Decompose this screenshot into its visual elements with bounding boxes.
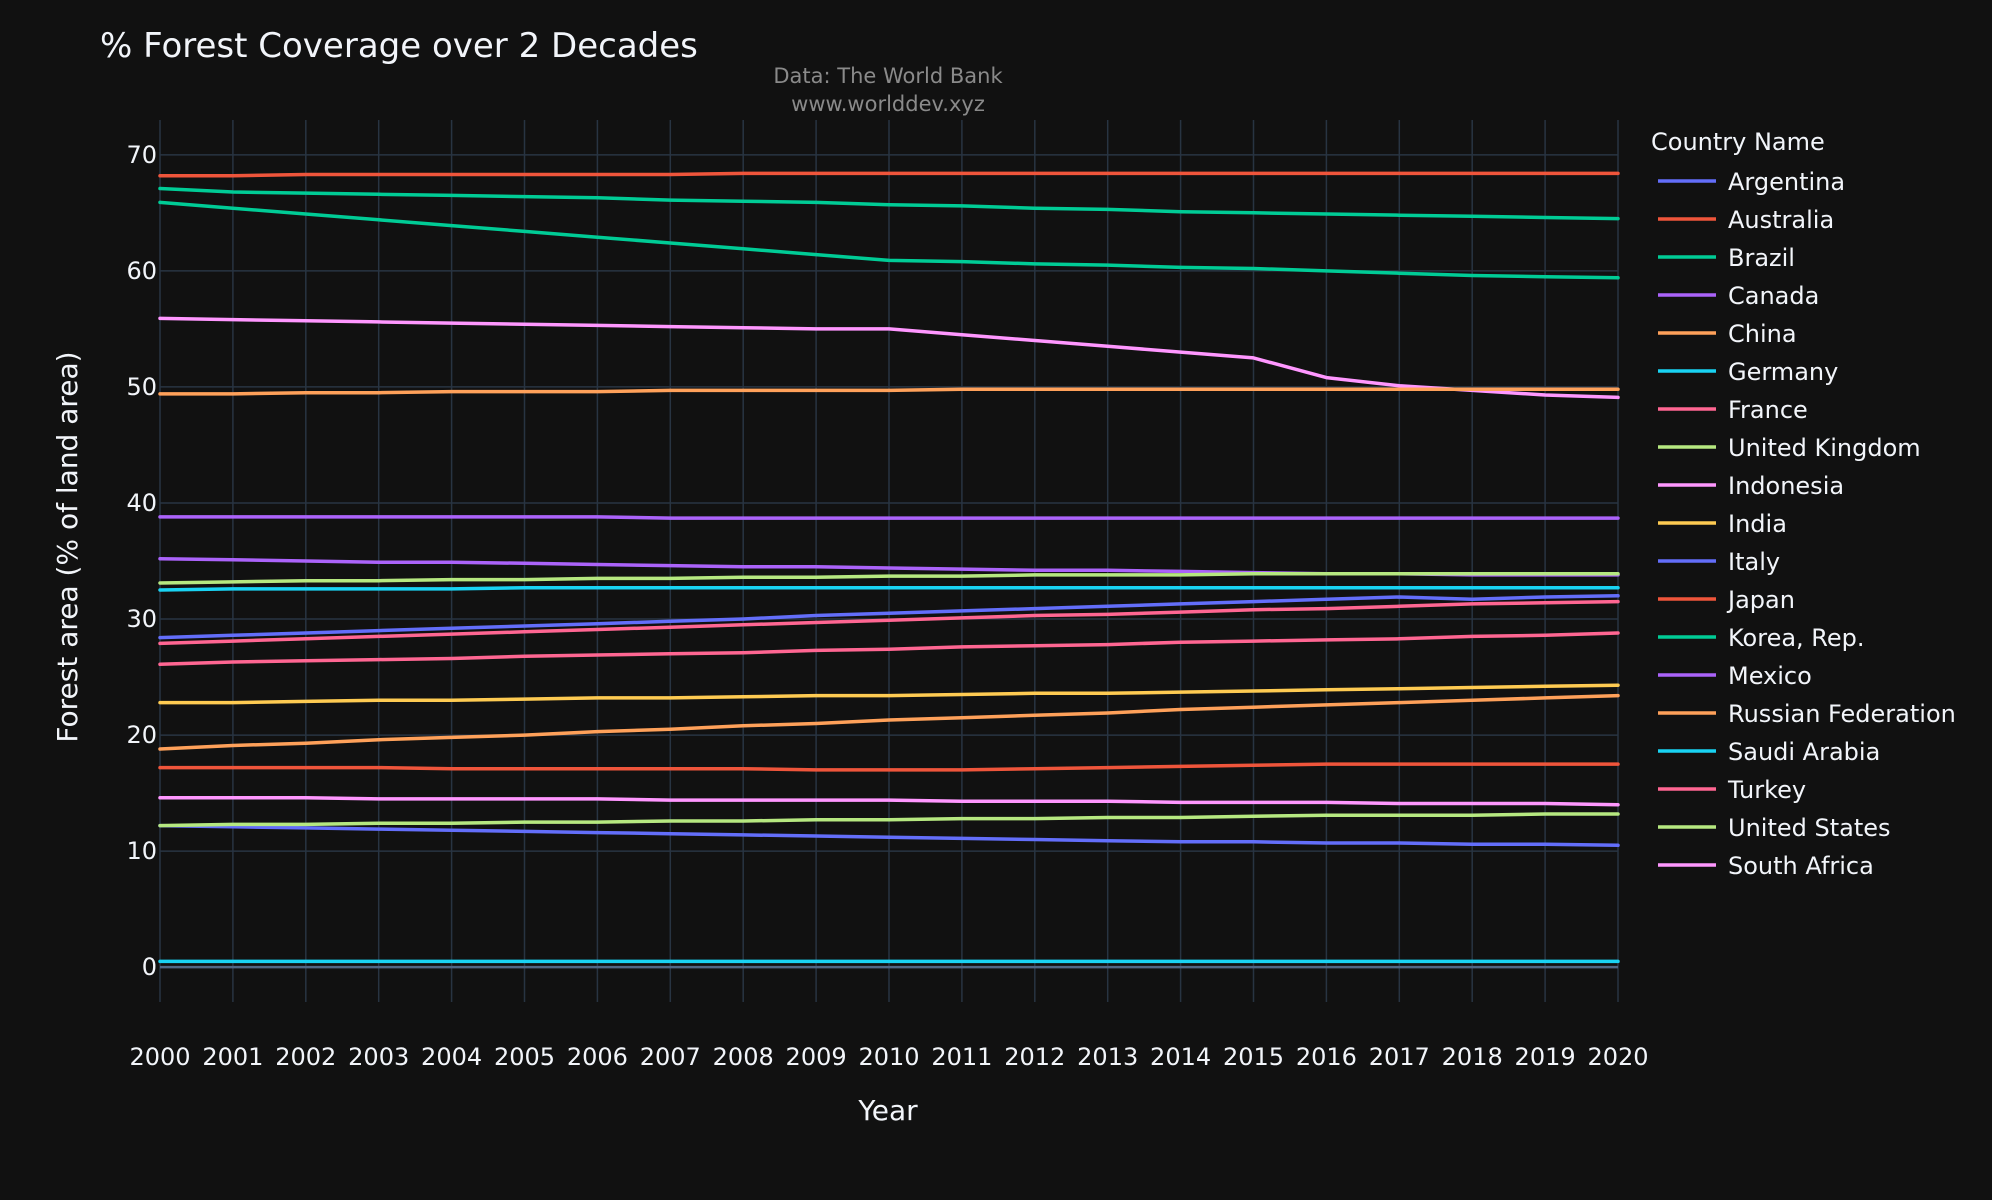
legend-label: Germany xyxy=(1728,358,1838,386)
x-tick-label: 2014 xyxy=(1150,1043,1211,1071)
legend-item[interactable]: Canada xyxy=(1658,282,1819,310)
legend-label: Turkey xyxy=(1727,776,1806,804)
x-tick-label: 2018 xyxy=(1442,1043,1503,1071)
x-tick-label: 2006 xyxy=(567,1043,628,1071)
source-annotation-line-1: Data: The World Bank xyxy=(773,64,1003,88)
x-tick-label: 2009 xyxy=(786,1043,847,1071)
legend-item[interactable]: Korea, Rep. xyxy=(1658,624,1865,652)
series-line xyxy=(158,186,1620,221)
series-line xyxy=(158,594,1620,640)
legend-item[interactable]: Brazil xyxy=(1658,244,1795,272)
x-tick-label: 2011 xyxy=(931,1043,992,1071)
series-line xyxy=(158,599,1620,646)
grid xyxy=(159,120,1619,1002)
series-line xyxy=(158,762,1620,772)
y-tick-label: 10 xyxy=(126,837,157,865)
x-tick-label: 2001 xyxy=(202,1043,263,1071)
series-line xyxy=(158,795,1620,807)
legend-item[interactable]: France xyxy=(1658,396,1808,424)
y-tick-label: 50 xyxy=(126,373,157,401)
legend-label: Italy xyxy=(1728,548,1780,576)
legend[interactable]: Argentina Australia Brazil Canada China Germa… xyxy=(1658,168,1956,880)
x-tick-label: 2007 xyxy=(640,1043,701,1071)
x-tick-label: 2019 xyxy=(1515,1043,1576,1071)
legend-item[interactable]: Germany xyxy=(1658,358,1838,386)
legend-title: Country Name xyxy=(1651,128,1825,156)
series-line xyxy=(158,585,1620,592)
legend-item[interactable]: China xyxy=(1658,320,1797,348)
series-line xyxy=(158,823,1620,848)
legend-item[interactable]: India xyxy=(1658,510,1787,538)
legend-label: Canada xyxy=(1728,282,1819,310)
series-line xyxy=(158,572,1620,585)
legend-label: South Africa xyxy=(1728,852,1874,880)
series-lines xyxy=(158,171,1620,964)
x-tick-label: 2017 xyxy=(1369,1043,1430,1071)
y-tick-label: 70 xyxy=(126,141,157,169)
legend-label: Japan xyxy=(1726,586,1795,614)
series-line xyxy=(158,171,1620,178)
legend-item[interactable]: United States xyxy=(1658,814,1891,842)
y-tick-label: 0 xyxy=(142,953,157,981)
series-line xyxy=(158,693,1620,751)
y-tick-label: 20 xyxy=(126,721,157,749)
legend-label: Saudi Arabia xyxy=(1728,738,1880,766)
legend-label: India xyxy=(1728,510,1787,538)
x-tick-label: 2016 xyxy=(1296,1043,1357,1071)
legend-item[interactable]: Turkey xyxy=(1658,776,1806,804)
x-tick-label: 2002 xyxy=(275,1043,336,1071)
x-axis-label: Year xyxy=(857,1094,918,1127)
x-tick-label: 2015 xyxy=(1223,1043,1284,1071)
legend-item[interactable]: Australia xyxy=(1658,206,1834,234)
source-annotation-line-2: www.worlddev.xyz xyxy=(791,92,985,116)
legend-label: United Kingdom xyxy=(1728,434,1921,462)
x-tick-label: 2013 xyxy=(1077,1043,1138,1071)
legend-label: Argentina xyxy=(1728,168,1845,196)
legend-item[interactable]: Japan xyxy=(1658,586,1795,614)
y-tick-label: 40 xyxy=(126,489,157,517)
legend-label: Brazil xyxy=(1728,244,1795,272)
x-tick-label: 2003 xyxy=(348,1043,409,1071)
x-tick-label: 2000 xyxy=(129,1043,190,1071)
legend-item[interactable]: Argentina xyxy=(1658,168,1845,196)
series-line xyxy=(158,683,1620,705)
series-line xyxy=(158,316,1620,400)
legend-label: China xyxy=(1728,320,1797,348)
legend-label: United States xyxy=(1728,814,1891,842)
series-line xyxy=(158,515,1620,520)
x-tick-label: 2020 xyxy=(1587,1043,1648,1071)
x-tick-label: 2010 xyxy=(858,1043,919,1071)
chart-title: % Forest Coverage over 2 Decades xyxy=(100,26,698,66)
legend-item[interactable]: United Kingdom xyxy=(1658,434,1921,462)
y-tick-label: 60 xyxy=(126,257,157,285)
legend-label: Russian Federation xyxy=(1728,700,1956,728)
legend-item[interactable]: Mexico xyxy=(1658,662,1812,690)
legend-item[interactable]: Italy xyxy=(1658,548,1780,576)
series-line xyxy=(158,631,1620,667)
axis-ticks: 2000 2001 2002 2003 2004 2005 2006 2007 2008 2009… xyxy=(126,141,1648,1071)
legend-item[interactable]: South Africa xyxy=(1658,852,1874,880)
legend-label: Mexico xyxy=(1728,662,1812,690)
x-tick-label: 2008 xyxy=(713,1043,774,1071)
y-tick-label: 30 xyxy=(126,605,157,633)
legend-label: Australia xyxy=(1728,206,1834,234)
x-tick-label: 2004 xyxy=(421,1043,482,1071)
series-line xyxy=(158,200,1620,280)
legend-item[interactable]: Russian Federation xyxy=(1658,700,1956,728)
legend-label: France xyxy=(1728,396,1808,424)
x-tick-label: 2012 xyxy=(1004,1043,1065,1071)
legend-label: Indonesia xyxy=(1728,472,1844,500)
legend-item[interactable]: Saudi Arabia xyxy=(1658,738,1880,766)
series-line xyxy=(158,812,1620,828)
series-line xyxy=(158,387,1620,396)
legend-label: Korea, Rep. xyxy=(1728,624,1865,652)
legend-item[interactable]: Indonesia xyxy=(1658,472,1844,500)
y-axis-label: Forest area (% of land area) xyxy=(51,351,84,742)
x-tick-label: 2005 xyxy=(494,1043,555,1071)
